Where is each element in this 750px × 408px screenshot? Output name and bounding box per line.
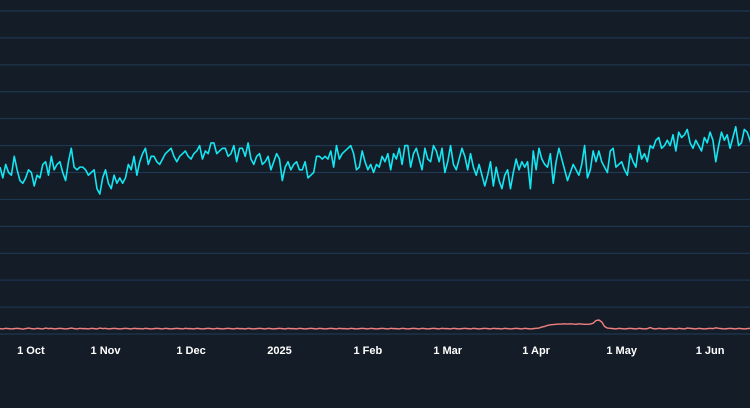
x-tick-label: 1 Feb — [354, 345, 383, 357]
series-line-1 — [0, 125, 750, 195]
x-axis-tick-labels: 1 Oct 1 Nov 1 Dec 2025 1 Feb 1 Mar 1 Apr 1 May 1… — [17, 345, 725, 357]
grid-lines — [0, 10, 750, 335]
x-tick-label: 1 Jun — [696, 345, 725, 357]
x-tick-label: 2025 — [267, 345, 291, 357]
x-tick-label: 1 Nov — [91, 345, 122, 357]
x-tick-label: 1 Apr — [522, 345, 550, 357]
x-tick-label: 1 Dec — [176, 345, 205, 357]
x-tick-label: 1 May — [606, 345, 637, 357]
x-tick-label: 1 Oct — [17, 345, 45, 357]
series-line-2 — [0, 319, 750, 330]
series-lines — [0, 125, 750, 330]
x-tick-label: 1 Mar — [433, 345, 462, 357]
